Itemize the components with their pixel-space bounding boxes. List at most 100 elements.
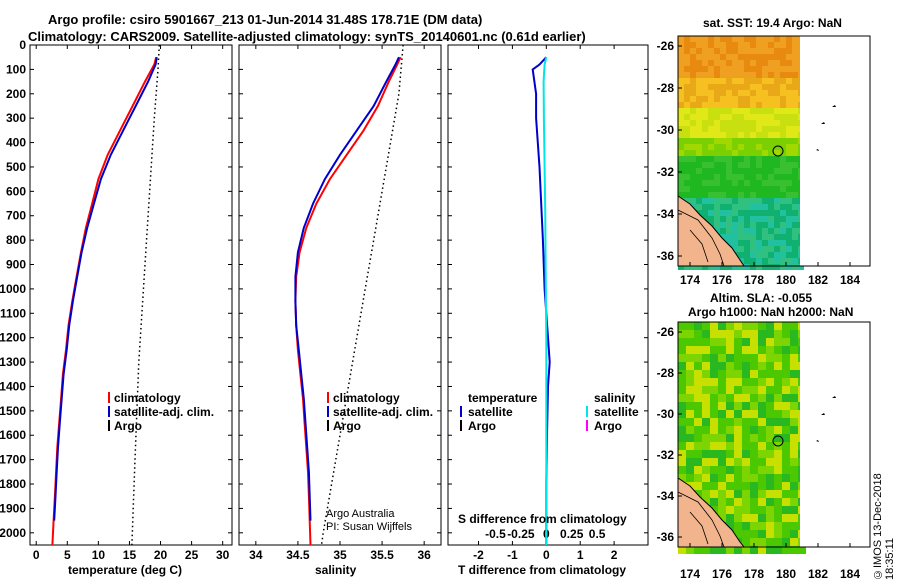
sla-cell	[774, 346, 782, 354]
sst-cell	[792, 96, 798, 102]
depth-tick-label: 1200	[0, 331, 26, 345]
sla-cell	[678, 458, 686, 466]
sst-cell	[756, 168, 762, 174]
sla-lon-axis: 174 176 178 180 182 184	[680, 543, 860, 580]
sst-cell	[780, 168, 786, 174]
sla-cell	[758, 514, 766, 522]
depth-tick-label: 1300	[0, 355, 26, 369]
sst-cell	[714, 150, 720, 156]
sst-cell	[702, 60, 708, 66]
sst-cell	[738, 84, 744, 90]
sst-cell	[792, 156, 798, 162]
sst-cell	[696, 210, 702, 216]
sla-cell	[758, 442, 766, 450]
sla-cell	[678, 330, 686, 338]
sst-cell	[738, 210, 744, 216]
sla-cell	[718, 330, 726, 338]
sst-cell	[762, 60, 768, 66]
sst-cell	[720, 198, 726, 204]
sst-cell	[792, 120, 798, 126]
sst-cell	[702, 192, 708, 198]
sla-cell	[790, 450, 798, 458]
sla-cell	[742, 410, 750, 418]
sst-cell	[750, 168, 756, 174]
sla-cell	[710, 370, 718, 378]
sst-cell	[684, 186, 690, 192]
legend-label-t-argo: Argo	[468, 419, 496, 433]
sst-cell	[678, 168, 684, 174]
sla-cell	[734, 426, 742, 434]
sst-cell	[702, 150, 708, 156]
sla-cell	[758, 330, 766, 338]
sla-cell	[774, 506, 782, 514]
sla-cell	[742, 378, 750, 386]
sst-cell	[744, 96, 750, 102]
sst-cell	[732, 90, 738, 96]
sst-cell	[744, 216, 750, 222]
sla-cell	[742, 354, 750, 362]
sla-cell	[718, 514, 726, 522]
sst-cell	[720, 210, 726, 216]
sla-cell	[766, 442, 774, 450]
sst-cell	[762, 144, 768, 150]
sst-cell	[774, 258, 780, 264]
sst-cell	[678, 102, 684, 108]
sla-cell	[790, 394, 798, 402]
sla-map-title-2: Argo h1000: NaN h2000: NaN	[688, 305, 853, 319]
sla-cell	[782, 482, 790, 490]
sla-cell	[742, 330, 750, 338]
depth-tick-label: 1800	[0, 477, 26, 491]
sst-cell	[774, 162, 780, 168]
sst-cell	[708, 174, 714, 180]
legend-label-satellite: satellite-adj. clim.	[333, 405, 433, 419]
sst-cell	[726, 180, 732, 186]
sla-cell	[750, 538, 758, 546]
sst-cell	[726, 126, 732, 132]
sst-cell	[750, 210, 756, 216]
sst-cell	[744, 204, 750, 210]
sla-cell	[718, 418, 726, 426]
sst-cell	[720, 264, 726, 270]
sst-cell	[780, 78, 786, 84]
sst-cell	[732, 162, 738, 168]
sla-cell	[694, 482, 702, 490]
sst-cell	[744, 240, 750, 246]
sla-cell	[678, 394, 686, 402]
sst-cell	[678, 126, 684, 132]
sla-cell	[790, 482, 798, 490]
sst-cell	[762, 168, 768, 174]
sst-cell	[696, 36, 702, 42]
sla-cell	[678, 354, 686, 362]
sst-cell	[768, 228, 774, 234]
sst-cell	[702, 198, 708, 204]
sst-cell	[762, 96, 768, 102]
sst-cell	[720, 168, 726, 174]
sst-cell	[744, 72, 750, 78]
sla-cell	[758, 394, 766, 402]
depth-tick-label: 2000	[0, 526, 26, 540]
sla-cell	[774, 330, 782, 338]
sla-cell	[790, 506, 798, 514]
lat-tick-label: -30	[657, 407, 675, 421]
sla-cell	[702, 426, 710, 434]
sst-cell	[750, 48, 756, 54]
sst-cell	[684, 156, 690, 162]
sst-cell	[720, 150, 726, 156]
sla-cell	[774, 394, 782, 402]
legend-label-s-satellite: satellite	[594, 405, 639, 419]
sla-cell	[742, 506, 750, 514]
sst-cell	[702, 78, 708, 84]
sla-cell	[718, 410, 726, 418]
sst-cell	[732, 138, 738, 144]
sst-cell	[726, 78, 732, 84]
sst-cell	[702, 180, 708, 186]
sla-cell	[678, 370, 686, 378]
sst-cell	[690, 126, 696, 132]
sla-cell	[702, 418, 710, 426]
sst-cell	[684, 138, 690, 144]
sst-cell	[792, 246, 798, 252]
sst-cell	[738, 186, 744, 192]
depth-tick-label: 400	[6, 136, 26, 150]
sst-cell	[678, 90, 684, 96]
